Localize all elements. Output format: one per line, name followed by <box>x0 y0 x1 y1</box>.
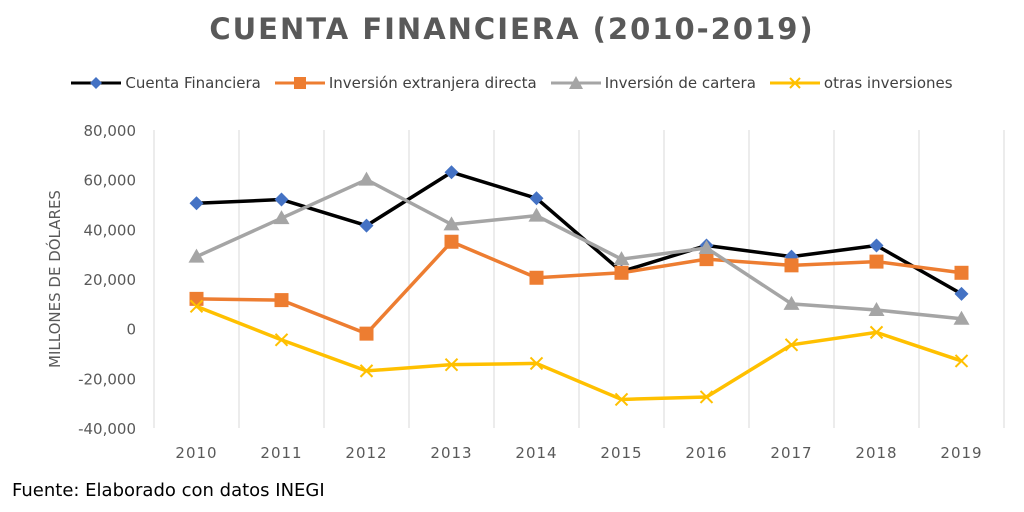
data-point <box>869 254 884 269</box>
data-point <box>443 216 460 231</box>
data-point <box>359 326 374 341</box>
data-point <box>444 165 459 180</box>
legend-label: Cuenta Financiera <box>125 74 261 92</box>
x-tick-label: 2013 <box>430 444 472 462</box>
y-tick-label: -40,000 <box>78 420 136 438</box>
chart-legend: Cuenta Financiera Inversión extranjera d… <box>0 74 1024 92</box>
legend-label: Inversión extranjera directa <box>328 74 537 92</box>
data-point <box>189 299 204 314</box>
data-point <box>869 238 884 253</box>
y-tick-label: -20,000 <box>78 370 136 388</box>
data-point <box>869 325 884 340</box>
data-point <box>273 210 290 225</box>
data-point <box>529 191 544 206</box>
data-point <box>444 234 459 249</box>
data-point <box>528 207 545 222</box>
legend-swatch-square <box>274 77 325 89</box>
series-line <box>195 304 963 402</box>
x-tick-label: 2015 <box>600 444 642 462</box>
data-point <box>359 218 374 233</box>
legend-swatch-diamond <box>71 77 122 89</box>
data-point <box>954 354 969 368</box>
y-tick-label: 20,000 <box>84 271 137 289</box>
x-tick-label: 2014 <box>515 444 557 462</box>
legend-label: Inversión de cartera <box>604 74 756 92</box>
legend-swatch-x <box>769 77 820 89</box>
data-point <box>188 248 205 263</box>
source-note: Fuente: Elaborado con datos INEGI <box>12 480 325 501</box>
series-line <box>195 177 962 321</box>
x-tick-label: 2011 <box>260 444 302 462</box>
data-point <box>614 265 629 280</box>
y-tick-label: 80,000 <box>84 122 137 140</box>
data-point <box>953 310 970 325</box>
y-tick-label: 60,000 <box>84 172 137 190</box>
data-point <box>274 293 289 308</box>
data-point <box>868 302 885 317</box>
legend-label: otras inversiones <box>823 74 953 92</box>
data-point <box>954 286 969 301</box>
data-point <box>358 171 375 186</box>
legend-item-cuenta-financiera: Cuenta Financiera <box>71 74 261 92</box>
data-point <box>614 392 629 407</box>
x-tick-label: 2016 <box>685 444 727 462</box>
x-tick-label: 2012 <box>345 444 387 462</box>
x-tick-label: 2010 <box>175 444 217 462</box>
data-point <box>783 295 800 310</box>
data-point <box>784 258 799 273</box>
data-point <box>444 357 459 372</box>
data-point <box>529 356 544 371</box>
x-tick-label: 2019 <box>940 444 982 462</box>
data-point <box>784 338 799 352</box>
y-tick-label: 40,000 <box>84 221 137 239</box>
legend-item-otras-inversiones: otras inversiones <box>769 74 953 92</box>
data-point <box>189 196 204 211</box>
series-line <box>196 240 962 336</box>
data-point <box>699 252 714 267</box>
y-axis-title: MILLONES DE DÓLARES <box>45 190 64 368</box>
series-line <box>196 170 963 296</box>
data-point <box>529 270 544 285</box>
chart-title: CUENTA FINANCIERA (2010-2019) <box>209 12 815 46</box>
legend-item-inversion-extranjera-directa: Inversión extranjera directa <box>274 74 537 92</box>
data-point <box>359 364 374 378</box>
line-chart: -40,000 -20,000 0 20,000 40,000 60,000 80,000 M… <box>45 122 1005 462</box>
data-point <box>274 192 289 207</box>
legend-item-inversion-de-cartera: Inversión de cartera <box>550 74 756 92</box>
data-point <box>698 239 715 254</box>
x-tick-label: 2018 <box>855 444 897 462</box>
x-tick-label: 2017 <box>770 444 812 462</box>
data-point <box>699 390 714 404</box>
data-point <box>189 291 204 306</box>
data-point <box>954 265 969 280</box>
y-tick-label: 0 <box>126 321 136 339</box>
data-point <box>274 333 289 347</box>
data-point <box>613 251 630 266</box>
legend-swatch-triangle <box>550 76 601 89</box>
